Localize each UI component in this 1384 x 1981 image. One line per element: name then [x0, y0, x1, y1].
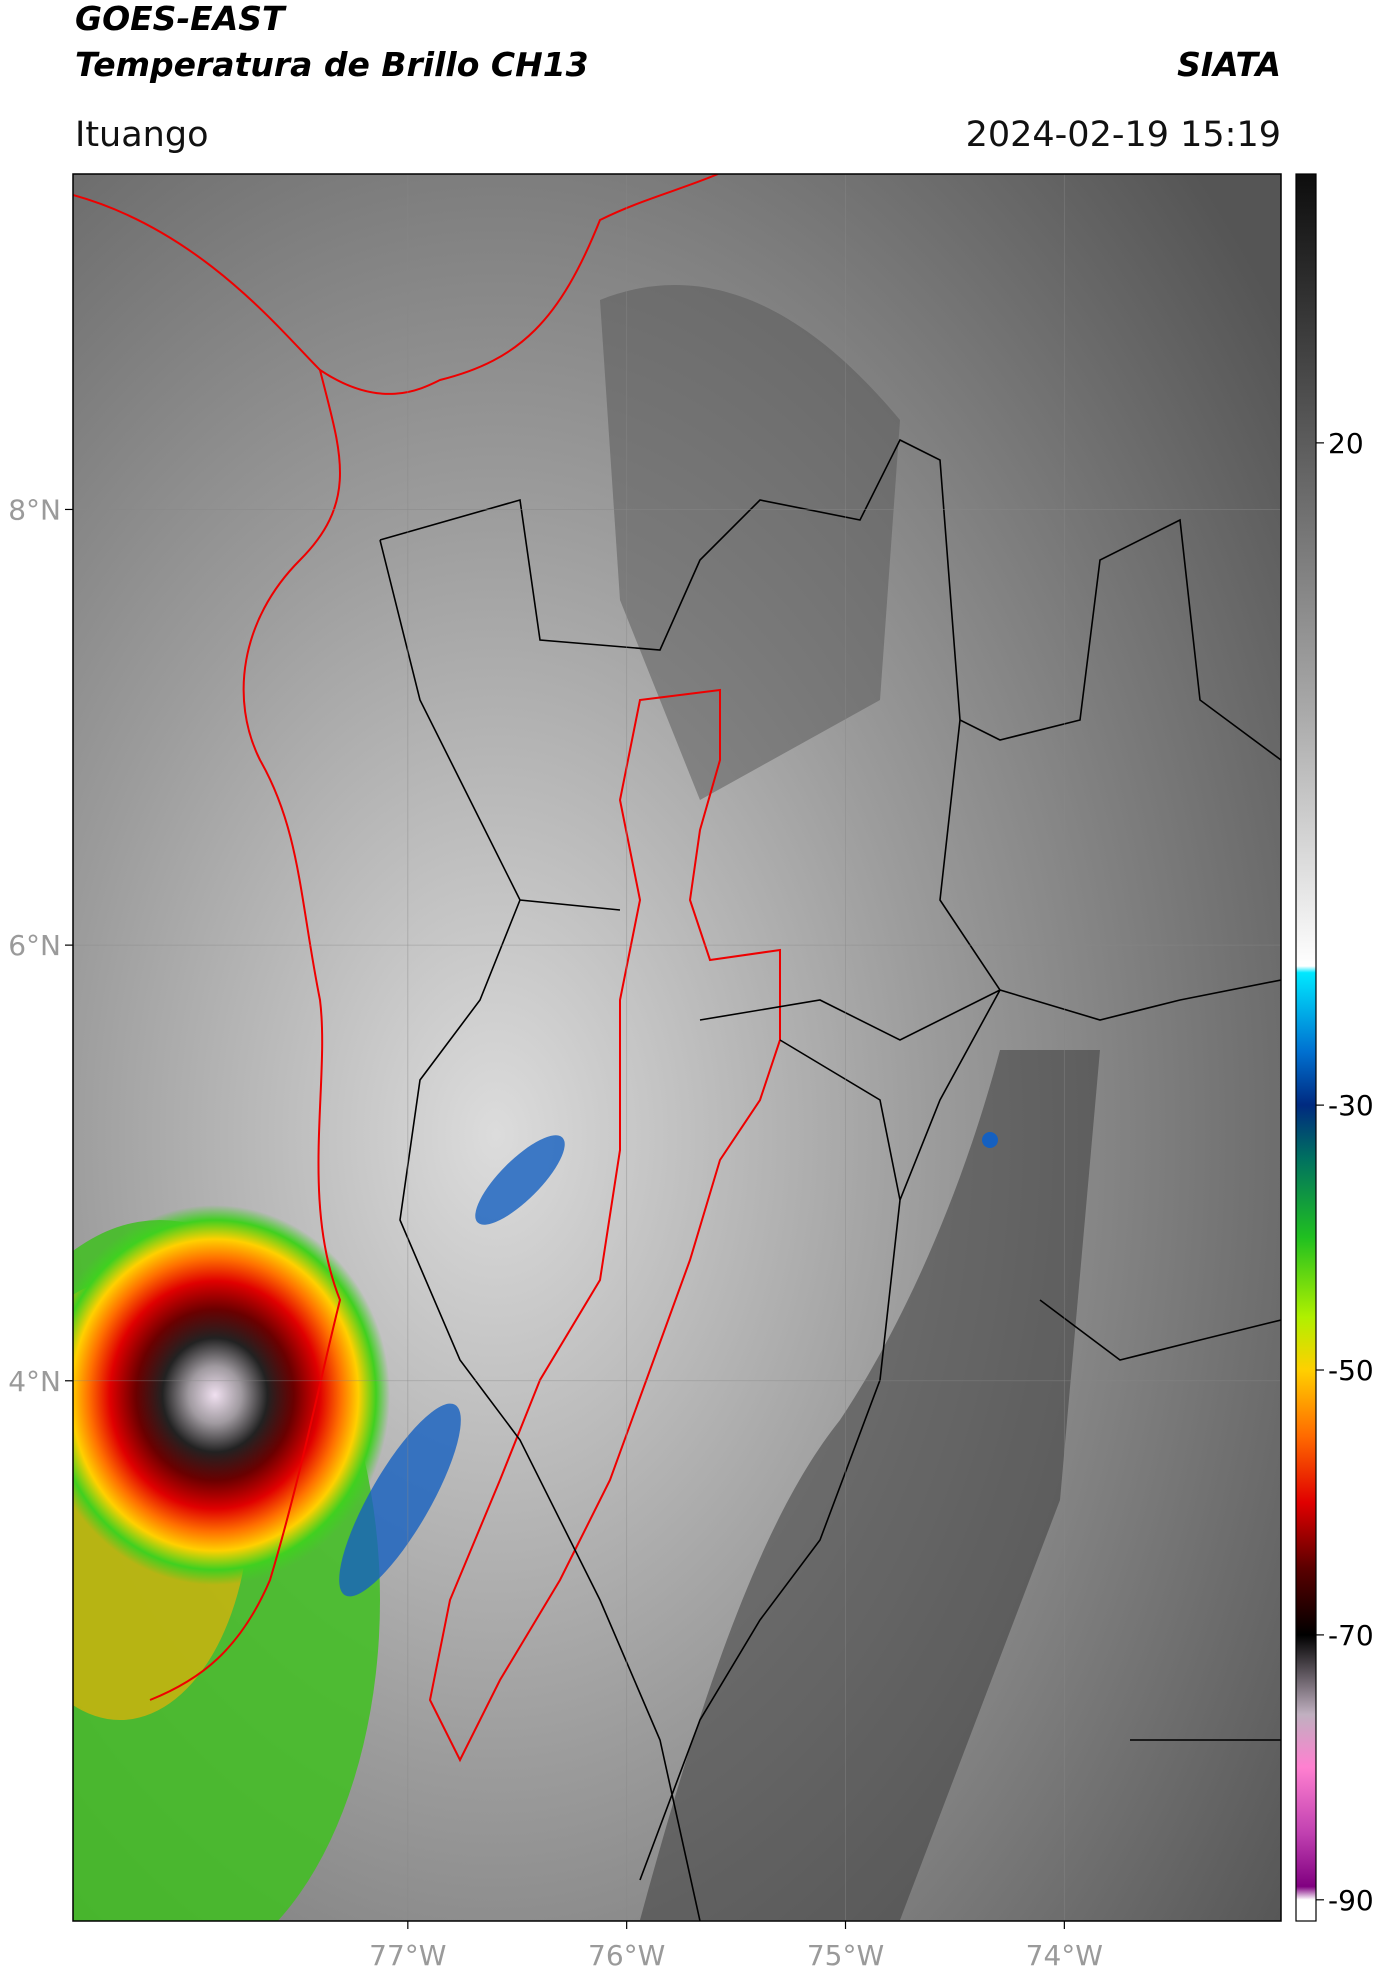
colorbar-tick-label: -50: [1328, 1354, 1374, 1387]
y-tick-label: 8°N: [8, 493, 61, 526]
colorbar-tick-label: -70: [1328, 1619, 1374, 1652]
colorbar-tick-label: 20: [1328, 427, 1364, 460]
y-tick-label: 6°N: [8, 929, 61, 962]
colorbar: [1295, 173, 1317, 1922]
cold-cloud: [339, 1403, 461, 1597]
map-imagery: [73, 174, 1281, 1921]
coastline: [149, 369, 342, 1701]
satellite-title: GOES-EAST: [75, 0, 287, 38]
colorbar-tick-label: -30: [1328, 1089, 1374, 1122]
antioquia-border: [428, 688, 781, 1763]
colorbar-tick-label: -90: [1328, 1884, 1374, 1917]
cold-cloud: [475, 1135, 565, 1225]
agency: SIATA: [1177, 45, 1281, 84]
cold-cloud: [982, 1132, 998, 1148]
map-frame: [72, 173, 1282, 1922]
region: Ituango: [75, 115, 209, 155]
y-tick-label: 4°N: [8, 1365, 61, 1398]
grid: [73, 174, 1281, 1921]
convective-storm: [73, 1205, 390, 1585]
product-title: Temperatura de Brillo CH13: [75, 45, 589, 84]
x-tick-label: 74°W: [1026, 1939, 1103, 1972]
dark-region: [600, 285, 900, 800]
datetime: 2024-02-19 15:19: [966, 115, 1281, 155]
coastline: [73, 174, 719, 395]
x-tick-label: 75°W: [807, 1939, 884, 1972]
x-tick-label: 76°W: [588, 1939, 665, 1972]
x-tick-label: 77°W: [369, 1939, 446, 1972]
colorbar-ticks: 20 -30 -50 -70 -90: [1316, 427, 1374, 1917]
dark-ridge: [640, 1050, 1100, 1920]
department-border: [379, 438, 1281, 1921]
